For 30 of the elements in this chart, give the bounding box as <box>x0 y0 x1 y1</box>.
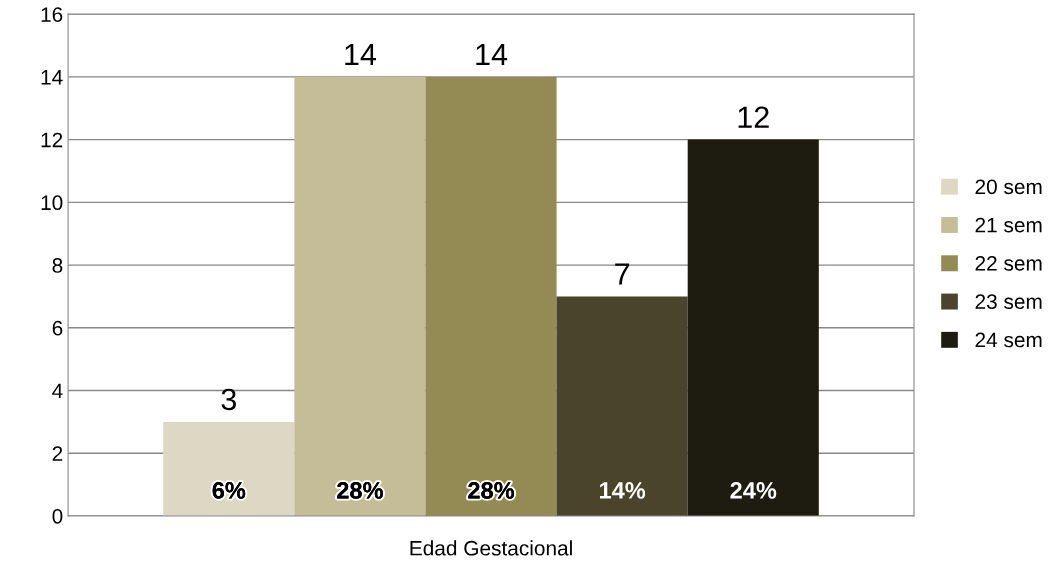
y-tick-label: 8 <box>52 258 63 273</box>
bar <box>294 76 426 516</box>
data-label: 3 <box>221 388 236 411</box>
y-tick-label: 6 <box>52 320 63 336</box>
y-tick-label: 14 <box>41 70 63 85</box>
data-label: 14 <box>345 43 377 65</box>
legend-label: 20 sem <box>975 179 1042 195</box>
legend-label: 24 sem <box>975 332 1042 348</box>
bar <box>556 296 688 516</box>
y-tick-label: 12 <box>41 132 63 148</box>
annotation: 6% <box>212 482 246 499</box>
legend-label: 21 sem <box>975 217 1042 233</box>
data-label: 7 <box>615 263 630 285</box>
annotation: 24% <box>730 482 777 499</box>
x-axis-title: Edad Gestacional <box>410 540 572 556</box>
annotation: 28% <box>468 482 515 499</box>
y-tick-label: 0 <box>52 508 63 524</box>
bar <box>163 421 295 516</box>
bar <box>687 139 819 516</box>
legend-label: 22 sem <box>975 255 1042 271</box>
annotation: 14% <box>600 482 646 499</box>
y-tick-label: 4 <box>52 383 63 399</box>
annotation: 28% <box>337 482 383 499</box>
data-label: 14 <box>476 43 508 65</box>
y-tick-label: 2 <box>52 446 63 461</box>
bar <box>425 76 557 516</box>
legend-label: 23 sem <box>975 294 1042 309</box>
y-tick-label: 16 <box>41 7 63 22</box>
data-label: 12 <box>738 106 769 128</box>
y-tick-label: 10 <box>41 195 63 211</box>
